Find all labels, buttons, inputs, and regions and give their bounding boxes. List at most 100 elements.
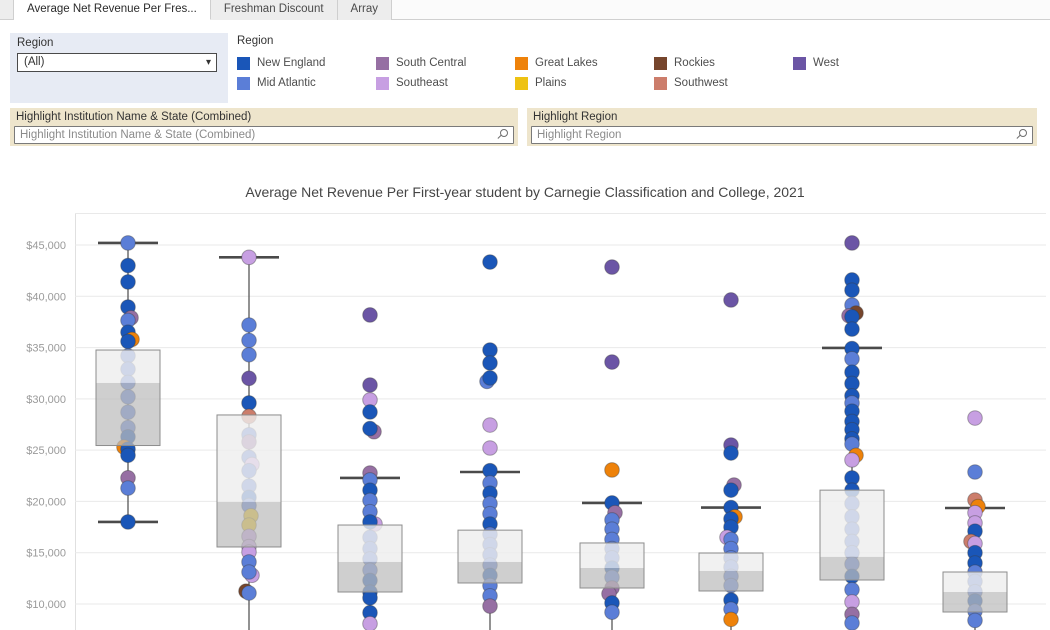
legend-swatch: [515, 76, 528, 90]
data-point[interactable]: [604, 462, 620, 478]
data-point[interactable]: [120, 333, 136, 350]
box-upper-quartile[interactable]: [943, 571, 1007, 592]
data-point[interactable]: [844, 615, 860, 630]
data-point[interactable]: [482, 355, 498, 371]
box-upper-quartile[interactable]: [458, 530, 522, 562]
legend-swatch: [515, 56, 528, 70]
data-point[interactable]: [967, 464, 983, 480]
legend-label: Southeast: [396, 77, 448, 89]
box-upper-quartile[interactable]: [699, 553, 763, 571]
highlight-region-panel: Highlight Region: [527, 108, 1037, 146]
data-point[interactable]: [604, 259, 620, 275]
region-filter-panel: Region (All) ▾: [10, 33, 228, 103]
data-point[interactable]: [362, 420, 378, 437]
legend-swatch: [376, 56, 389, 70]
data-point[interactable]: [362, 404, 378, 420]
legend-item-southwest[interactable]: Southwest: [654, 73, 793, 93]
box-lower-quartile[interactable]: [96, 382, 160, 446]
box-lower-quartile[interactable]: [338, 561, 402, 592]
data-point[interactable]: [120, 274, 136, 290]
y-axis-tick-label: $30,000: [26, 394, 66, 406]
legend-item-great-lakes[interactable]: Great Lakes: [515, 53, 654, 73]
legend-swatch: [654, 76, 667, 90]
box-lower-quartile[interactable]: [580, 567, 644, 588]
legend-label: Plains: [535, 77, 567, 89]
box-lower-quartile[interactable]: [458, 561, 522, 583]
box-outline: [579, 542, 645, 589]
box-upper-quartile[interactable]: [217, 414, 281, 502]
search-icon: [500, 129, 508, 137]
box-outline: [942, 571, 1008, 613]
legend-item-rockies[interactable]: Rockies: [654, 53, 793, 73]
legend-label: West: [813, 57, 839, 69]
tab-freshman-discount[interactable]: Freshman Discount: [210, 0, 338, 20]
region-filter-dropdown[interactable]: (All) ▾: [17, 53, 217, 72]
box-upper-quartile[interactable]: [580, 542, 644, 568]
box-lower-quartile[interactable]: [699, 570, 763, 591]
data-point[interactable]: [967, 612, 983, 629]
data-point[interactable]: [844, 452, 860, 468]
legend-item-southeast[interactable]: Southeast: [376, 73, 515, 93]
data-point[interactable]: [241, 332, 257, 349]
data-point[interactable]: [482, 598, 498, 614]
data-point[interactable]: [362, 307, 378, 323]
data-point[interactable]: [723, 482, 739, 498]
box-upper-quartile[interactable]: [820, 490, 884, 557]
legend-label: Mid Atlantic: [257, 77, 316, 89]
data-point[interactable]: [241, 249, 257, 266]
y-axis-tick-label: $20,000: [26, 496, 66, 508]
data-point[interactable]: [604, 604, 620, 621]
data-point[interactable]: [482, 342, 498, 358]
data-point[interactable]: [482, 254, 498, 270]
tab-array[interactable]: Array: [337, 0, 393, 20]
data-point[interactable]: [844, 321, 860, 337]
data-point[interactable]: [241, 317, 257, 333]
data-point[interactable]: [482, 370, 498, 386]
box-plot-column-2: [216, 249, 282, 630]
data-point[interactable]: [120, 257, 136, 274]
highlight-region-label: Highlight Region: [533, 111, 618, 123]
data-point[interactable]: [362, 590, 378, 606]
data-point[interactable]: [241, 564, 257, 580]
box-lower-quartile[interactable]: [943, 591, 1007, 613]
data-point[interactable]: [120, 514, 136, 530]
data-point[interactable]: [723, 292, 739, 308]
y-axis-tick-label: $25,000: [26, 445, 66, 457]
data-point[interactable]: [241, 370, 257, 387]
box-lower-quartile[interactable]: [217, 501, 281, 547]
box-plot-column-7: [819, 235, 885, 630]
data-point[interactable]: [241, 585, 257, 601]
box-upper-quartile[interactable]: [338, 525, 402, 562]
legend-item-new-england[interactable]: New England: [237, 53, 376, 73]
data-point[interactable]: [723, 445, 739, 461]
data-point[interactable]: [241, 346, 257, 363]
data-point[interactable]: [120, 447, 136, 464]
data-point[interactable]: [482, 417, 498, 433]
data-point[interactable]: [362, 615, 378, 630]
data-point[interactable]: [967, 410, 983, 426]
data-point[interactable]: [604, 354, 620, 370]
box-outline: [337, 524, 403, 593]
highlight-region-input[interactable]: [531, 126, 1033, 144]
data-point[interactable]: [844, 282, 860, 298]
box-lower-quartile[interactable]: [820, 556, 884, 580]
legend-item-mid-atlantic[interactable]: Mid Atlantic: [237, 73, 376, 93]
data-point[interactable]: [723, 611, 739, 628]
legend-item-plains[interactable]: Plains: [515, 73, 654, 93]
legend-label: Rockies: [674, 57, 715, 69]
legend-item-south-central[interactable]: South Central: [376, 53, 515, 73]
data-point[interactable]: [482, 440, 498, 456]
data-point[interactable]: [362, 377, 378, 393]
data-point[interactable]: [844, 351, 860, 367]
tab-average-net-revenue[interactable]: Average Net Revenue Per Fres...: [14, 0, 211, 20]
box-outline: [819, 489, 885, 581]
box-plot-column-3: [337, 307, 403, 630]
chart-title: Average Net Revenue Per First-year stude…: [245, 184, 805, 200]
data-point[interactable]: [844, 235, 860, 251]
data-point[interactable]: [120, 235, 136, 251]
highlight-institution-input[interactable]: [14, 126, 514, 144]
legend-item-west[interactable]: West: [793, 53, 932, 73]
box-upper-quartile[interactable]: [96, 350, 160, 383]
data-point[interactable]: [120, 480, 136, 496]
data-point[interactable]: [241, 395, 257, 411]
